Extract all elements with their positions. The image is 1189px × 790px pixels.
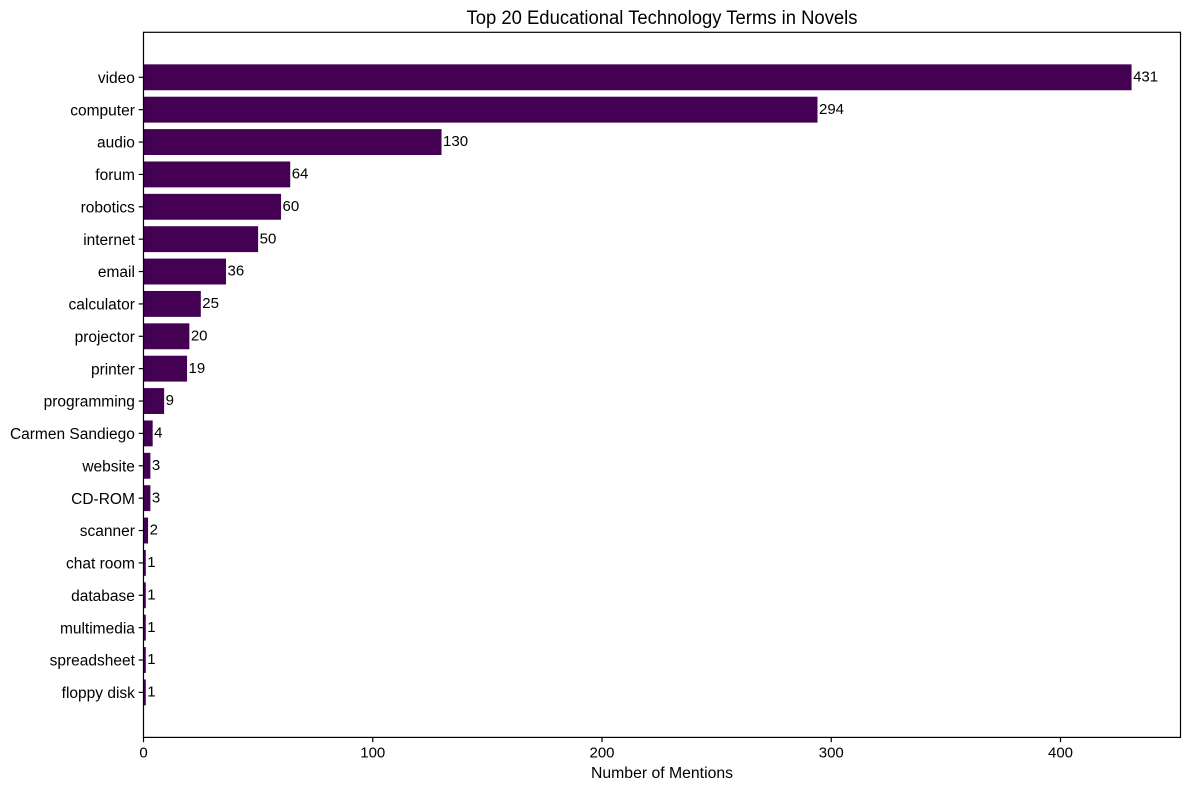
svg-text:294: 294 <box>819 101 844 118</box>
svg-text:computer: computer <box>70 102 135 119</box>
svg-text:forum: forum <box>95 167 135 184</box>
svg-text:multimedia: multimedia <box>60 620 135 637</box>
svg-text:projector: projector <box>75 329 135 346</box>
svg-text:3: 3 <box>152 457 160 474</box>
svg-text:0: 0 <box>139 745 147 762</box>
svg-text:1: 1 <box>147 651 155 668</box>
svg-text:Top 20 Educational Technology: Top 20 Educational Technology Terms in N… <box>467 8 858 29</box>
svg-text:100: 100 <box>360 745 385 762</box>
svg-text:programming: programming <box>44 394 135 411</box>
svg-text:spreadsheet: spreadsheet <box>50 653 136 670</box>
svg-text:130: 130 <box>443 133 468 150</box>
svg-text:60: 60 <box>283 198 300 215</box>
svg-text:1: 1 <box>147 586 155 603</box>
svg-text:robotics: robotics <box>81 199 136 216</box>
svg-text:internet: internet <box>83 232 135 249</box>
svg-text:database: database <box>71 588 135 605</box>
svg-text:2: 2 <box>150 522 158 539</box>
svg-text:calculator: calculator <box>69 297 135 314</box>
svg-text:video: video <box>98 70 135 87</box>
svg-text:25: 25 <box>202 295 219 312</box>
svg-text:9: 9 <box>166 392 174 409</box>
svg-text:audio: audio <box>97 135 135 152</box>
svg-text:website: website <box>81 458 135 475</box>
svg-text:floppy disk: floppy disk <box>62 685 135 702</box>
svg-text:400: 400 <box>1048 745 1073 762</box>
svg-text:1: 1 <box>147 619 155 636</box>
svg-text:64: 64 <box>292 166 309 183</box>
svg-text:email: email <box>98 264 135 281</box>
svg-text:1: 1 <box>147 684 155 701</box>
svg-text:300: 300 <box>819 745 844 762</box>
svg-text:36: 36 <box>228 263 245 280</box>
svg-text:chat room: chat room <box>66 556 135 573</box>
svg-text:431: 431 <box>1133 68 1158 85</box>
svg-text:1: 1 <box>147 554 155 571</box>
svg-text:printer: printer <box>91 361 135 378</box>
svg-text:50: 50 <box>260 230 277 247</box>
svg-text:20: 20 <box>191 327 208 344</box>
svg-text:Carmen Sandiego: Carmen Sandiego <box>10 426 135 443</box>
svg-text:4: 4 <box>154 425 162 442</box>
svg-text:19: 19 <box>189 360 206 377</box>
svg-text:CD-ROM: CD-ROM <box>71 491 135 508</box>
svg-text:scanner: scanner <box>80 523 135 540</box>
svg-text:200: 200 <box>589 745 614 762</box>
svg-text:Number of Mentions: Number of Mentions <box>591 765 733 782</box>
svg-text:3: 3 <box>152 489 160 506</box>
